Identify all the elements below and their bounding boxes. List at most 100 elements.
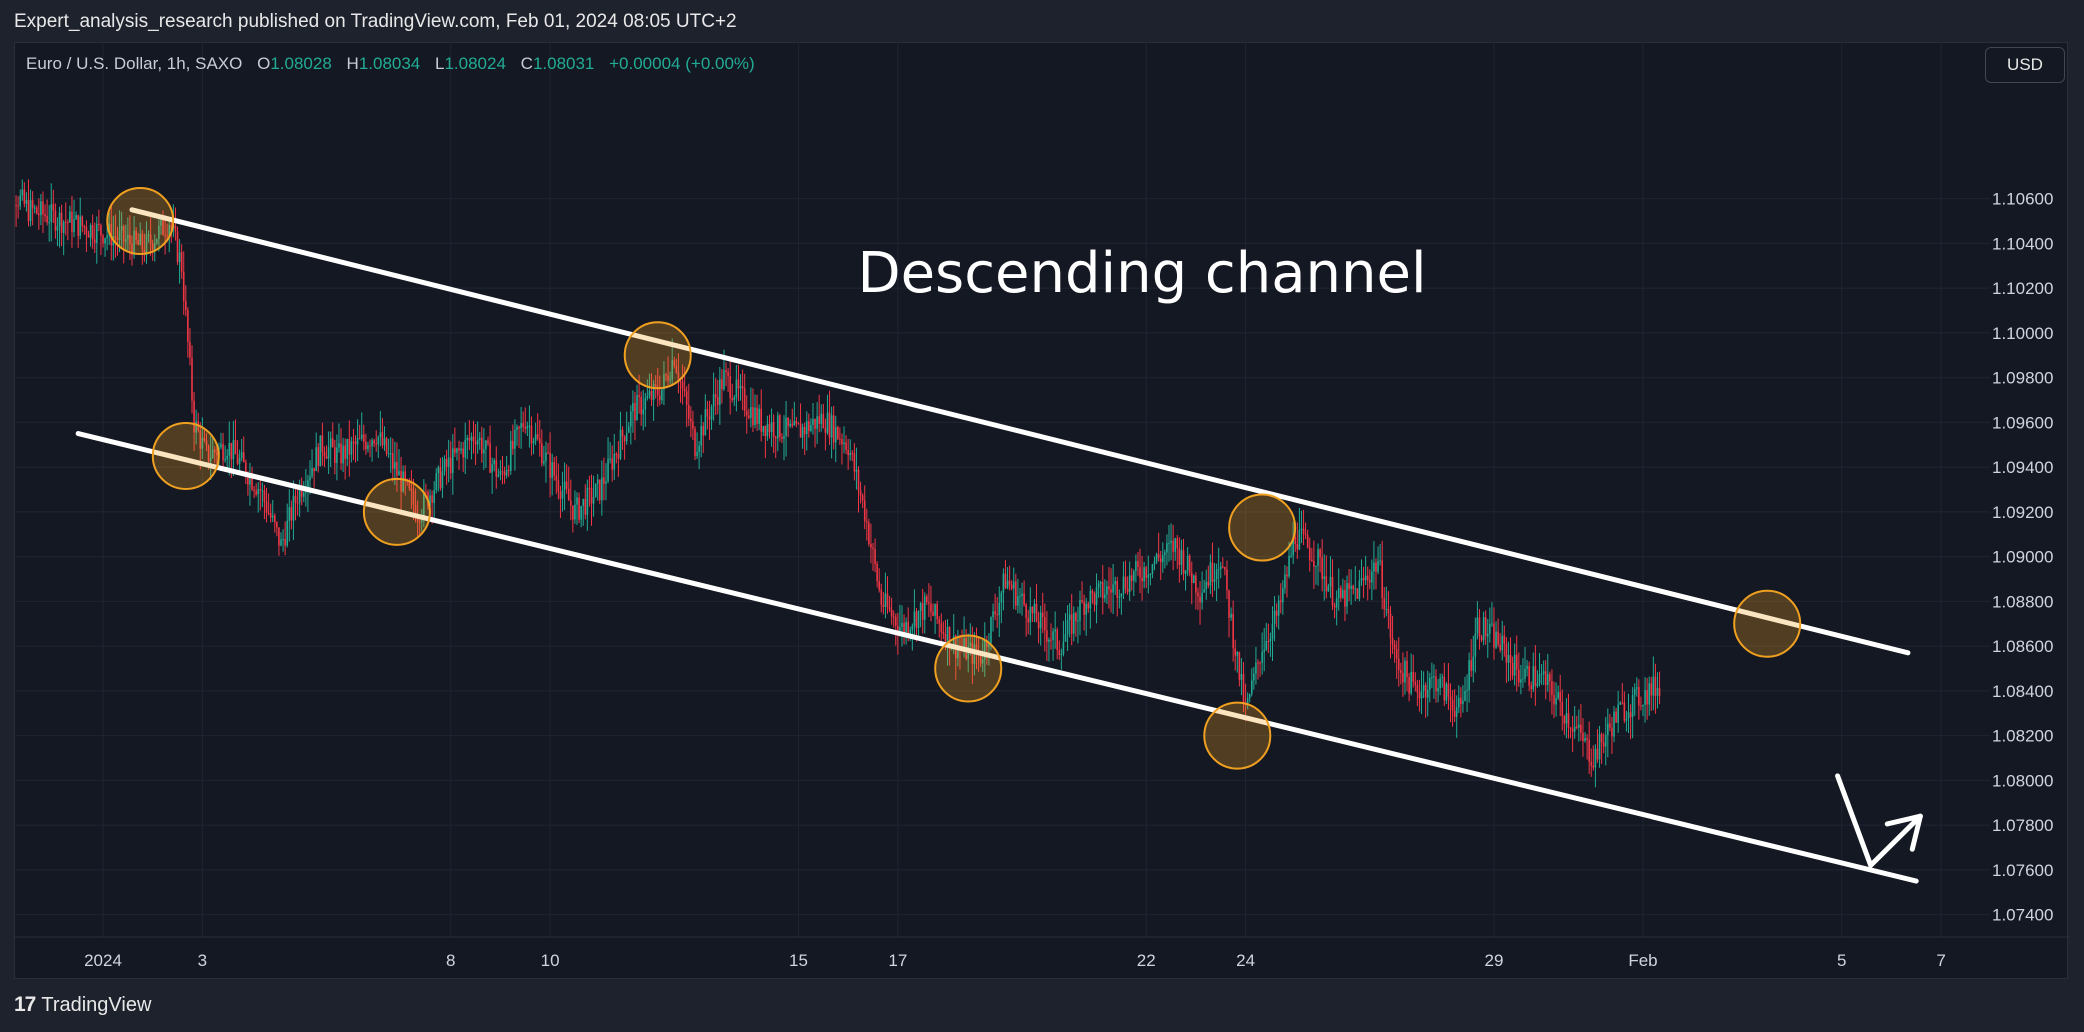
candle-body [596, 479, 599, 484]
candle-body [429, 495, 431, 506]
candle-body [1435, 676, 1437, 692]
candle-body [1319, 549, 1321, 558]
candle-body [1594, 748, 1597, 768]
tradingview-logo-icon: 17 [14, 993, 36, 1016]
candle-body [118, 230, 121, 240]
candle-body [594, 483, 597, 498]
candle-body [574, 504, 576, 520]
candle-body [269, 512, 272, 518]
candle-body [334, 447, 336, 464]
candle-body [1501, 635, 1504, 651]
annotation-descending-channel: Descending channel [857, 241, 1426, 306]
candle-body [1159, 558, 1162, 563]
candle-body [340, 443, 342, 464]
y-tick-label: 1.08800 [1992, 592, 2053, 611]
candle-body [1385, 608, 1388, 610]
candle-body [520, 423, 522, 429]
candle-body [592, 497, 595, 504]
x-tick-label: Feb [1628, 951, 1657, 970]
candle-body [750, 406, 752, 418]
candle-body [890, 609, 893, 617]
candle-body [1079, 599, 1081, 621]
candle-body [1168, 543, 1170, 545]
candle-body [1646, 690, 1648, 705]
candle-body [1008, 580, 1011, 585]
candle-body [1383, 598, 1386, 610]
currency-button[interactable]: USD [1985, 47, 2065, 83]
candle-body [849, 453, 852, 456]
candle-body [1356, 588, 1359, 599]
candle-body [1209, 562, 1212, 586]
candle-body [1141, 577, 1143, 582]
candle-body [464, 439, 467, 458]
candle-body [1101, 581, 1104, 599]
candle-body [249, 474, 251, 485]
candle-body [824, 428, 827, 433]
candle-body [1379, 560, 1381, 562]
candle-body [1023, 593, 1025, 605]
candle-body [963, 638, 965, 649]
candle-body [865, 521, 868, 523]
candle-body [822, 413, 825, 429]
candle-body [1271, 623, 1274, 640]
candle-body [77, 215, 79, 236]
candle-body [795, 420, 798, 424]
candle-body [1511, 663, 1514, 676]
candle-body [232, 439, 235, 460]
candle-body [265, 501, 268, 513]
candle-body [207, 445, 210, 462]
candle-body [1381, 560, 1383, 599]
candle-body [1631, 695, 1634, 718]
candle-body [603, 477, 605, 484]
candle-body [1429, 677, 1431, 690]
candle-body [1211, 562, 1214, 582]
candle-body [1551, 681, 1553, 696]
candle-body [1495, 631, 1497, 648]
candle-body [903, 622, 905, 633]
change-value: +0.00004 (+0.00%) [609, 54, 755, 73]
candle-body [147, 234, 150, 236]
candle-body [443, 459, 446, 472]
candle-body [38, 213, 40, 216]
tradingview-brand[interactable]: 17 TradingView [14, 993, 151, 1017]
candle-body [1522, 678, 1524, 680]
candle-body [1255, 662, 1257, 674]
candle-body [975, 644, 978, 655]
candle-body [1404, 660, 1406, 683]
candle-body [184, 301, 187, 311]
candle-body [1041, 612, 1044, 618]
candle-body [702, 425, 705, 436]
candle-body [114, 236, 117, 239]
candle-body [1025, 604, 1027, 618]
candle-body [25, 200, 28, 204]
x-tick-label: 3 [198, 951, 207, 970]
candle-body [853, 453, 856, 472]
candle-body [102, 235, 104, 244]
candle-body [346, 438, 349, 459]
candle-body [1161, 555, 1164, 563]
candle-body [1306, 535, 1309, 548]
candle-body [1489, 624, 1491, 634]
candle-body [990, 617, 992, 644]
candle-body [1348, 583, 1350, 589]
candle-body [899, 626, 901, 634]
candle-body [205, 440, 208, 446]
candle-body [762, 426, 765, 432]
candle-body [1250, 680, 1253, 694]
candle-body [1130, 575, 1133, 582]
candle-body [259, 489, 262, 491]
candle-body [814, 418, 816, 429]
candle-body [830, 415, 833, 438]
candle-body [1263, 649, 1266, 652]
candle-body [1321, 557, 1323, 580]
symbol-name[interactable]: Euro / U.S. Dollar, 1h, SAXO [26, 54, 243, 73]
candle-body [1410, 671, 1412, 694]
channel-line-lower [75, 431, 1919, 884]
candle-body [247, 476, 249, 485]
candle-body [1569, 727, 1572, 729]
candle-body [1472, 656, 1475, 671]
candle-body [1553, 695, 1555, 705]
candle-body [917, 611, 920, 628]
candle-body [694, 428, 696, 457]
